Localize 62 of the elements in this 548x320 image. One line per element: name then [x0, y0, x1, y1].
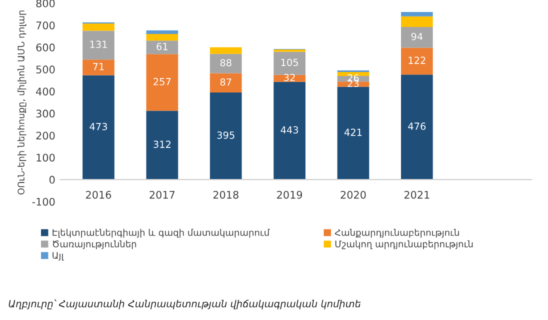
bar: [401, 27, 433, 48]
x-tick-label: 2016: [86, 190, 112, 199]
bar: [401, 48, 433, 75]
data-label: 476: [408, 122, 426, 130]
y-tick-label: 600: [36, 44, 55, 52]
data-label: 312: [154, 140, 170, 148]
x-tick-label: 2018: [213, 190, 238, 199]
bar: [210, 73, 242, 92]
bar: [274, 49, 306, 52]
y-tick-label: 200: [36, 132, 55, 140]
y-tick-label: 700: [36, 21, 55, 30]
bar: [274, 74, 306, 82]
y-tick-label: 500: [36, 66, 55, 74]
bar: [82, 23, 114, 31]
bar: [146, 54, 178, 111]
legend-label: Այլ: [52, 252, 64, 261]
bar: [274, 52, 306, 75]
x-tick-label: 2019: [277, 190, 302, 199]
data-label: 88: [220, 59, 232, 66]
y-tick-label: 300: [36, 110, 55, 118]
bar: [210, 54, 242, 74]
bar: [274, 82, 306, 180]
data-label: 94: [411, 32, 423, 40]
bar: [210, 92, 242, 180]
bar: [82, 75, 114, 180]
data-label: 257: [154, 78, 171, 86]
data-label: 473: [90, 122, 107, 130]
bar: [401, 16, 433, 28]
text: Աղբյուրը՝ Հայաստանի Հանրապետության վիճակագրական կոմիտե: [8, 299, 361, 310]
bar: [82, 60, 114, 76]
y-tick-label: 400: [36, 88, 55, 96]
y-tick-label: -100: [32, 198, 55, 206]
data-label: 71: [93, 63, 104, 70]
x-tick-label: 2020: [340, 190, 366, 199]
legend-label: Հանքարդյունաբերություն: [334, 228, 459, 238]
legend-label: Ծառայություններ: [53, 240, 136, 250]
bar: [82, 30, 114, 60]
data-label: 32: [284, 74, 295, 82]
data-label: 131: [90, 40, 107, 48]
data-label: 421: [344, 128, 362, 136]
bar: [146, 110, 178, 180]
data-label: 395: [217, 131, 234, 139]
data-label: 443: [280, 126, 298, 134]
data-label: 122: [408, 56, 426, 64]
legend-label: Էլեկտրաէներգիայի և գազի մատակարարում: [52, 228, 270, 238]
y-tick-label: 0: [49, 176, 55, 184]
x-tick-label: 2021: [404, 190, 430, 199]
bar: [401, 12, 433, 16]
data-label: 87: [220, 78, 232, 86]
data-label: 61: [156, 42, 168, 50]
bar: [146, 34, 178, 41]
bar: [337, 72, 370, 76]
legend-label: Մշակող արդյունաբերություն: [335, 240, 473, 250]
x-tick-label: 2017: [150, 190, 175, 199]
bar: [401, 74, 433, 180]
y-axis-title: ՕՈւՆ-երի ներհոսքը, միլիոն ԱՄՆ դոլար: [17, 10, 26, 194]
data-label: 105: [281, 58, 298, 66]
y-tick-label: 100: [36, 154, 55, 162]
bar: [337, 86, 370, 180]
bar: [146, 30, 178, 34]
bar: [146, 40, 178, 54]
bar: [210, 47, 242, 54]
